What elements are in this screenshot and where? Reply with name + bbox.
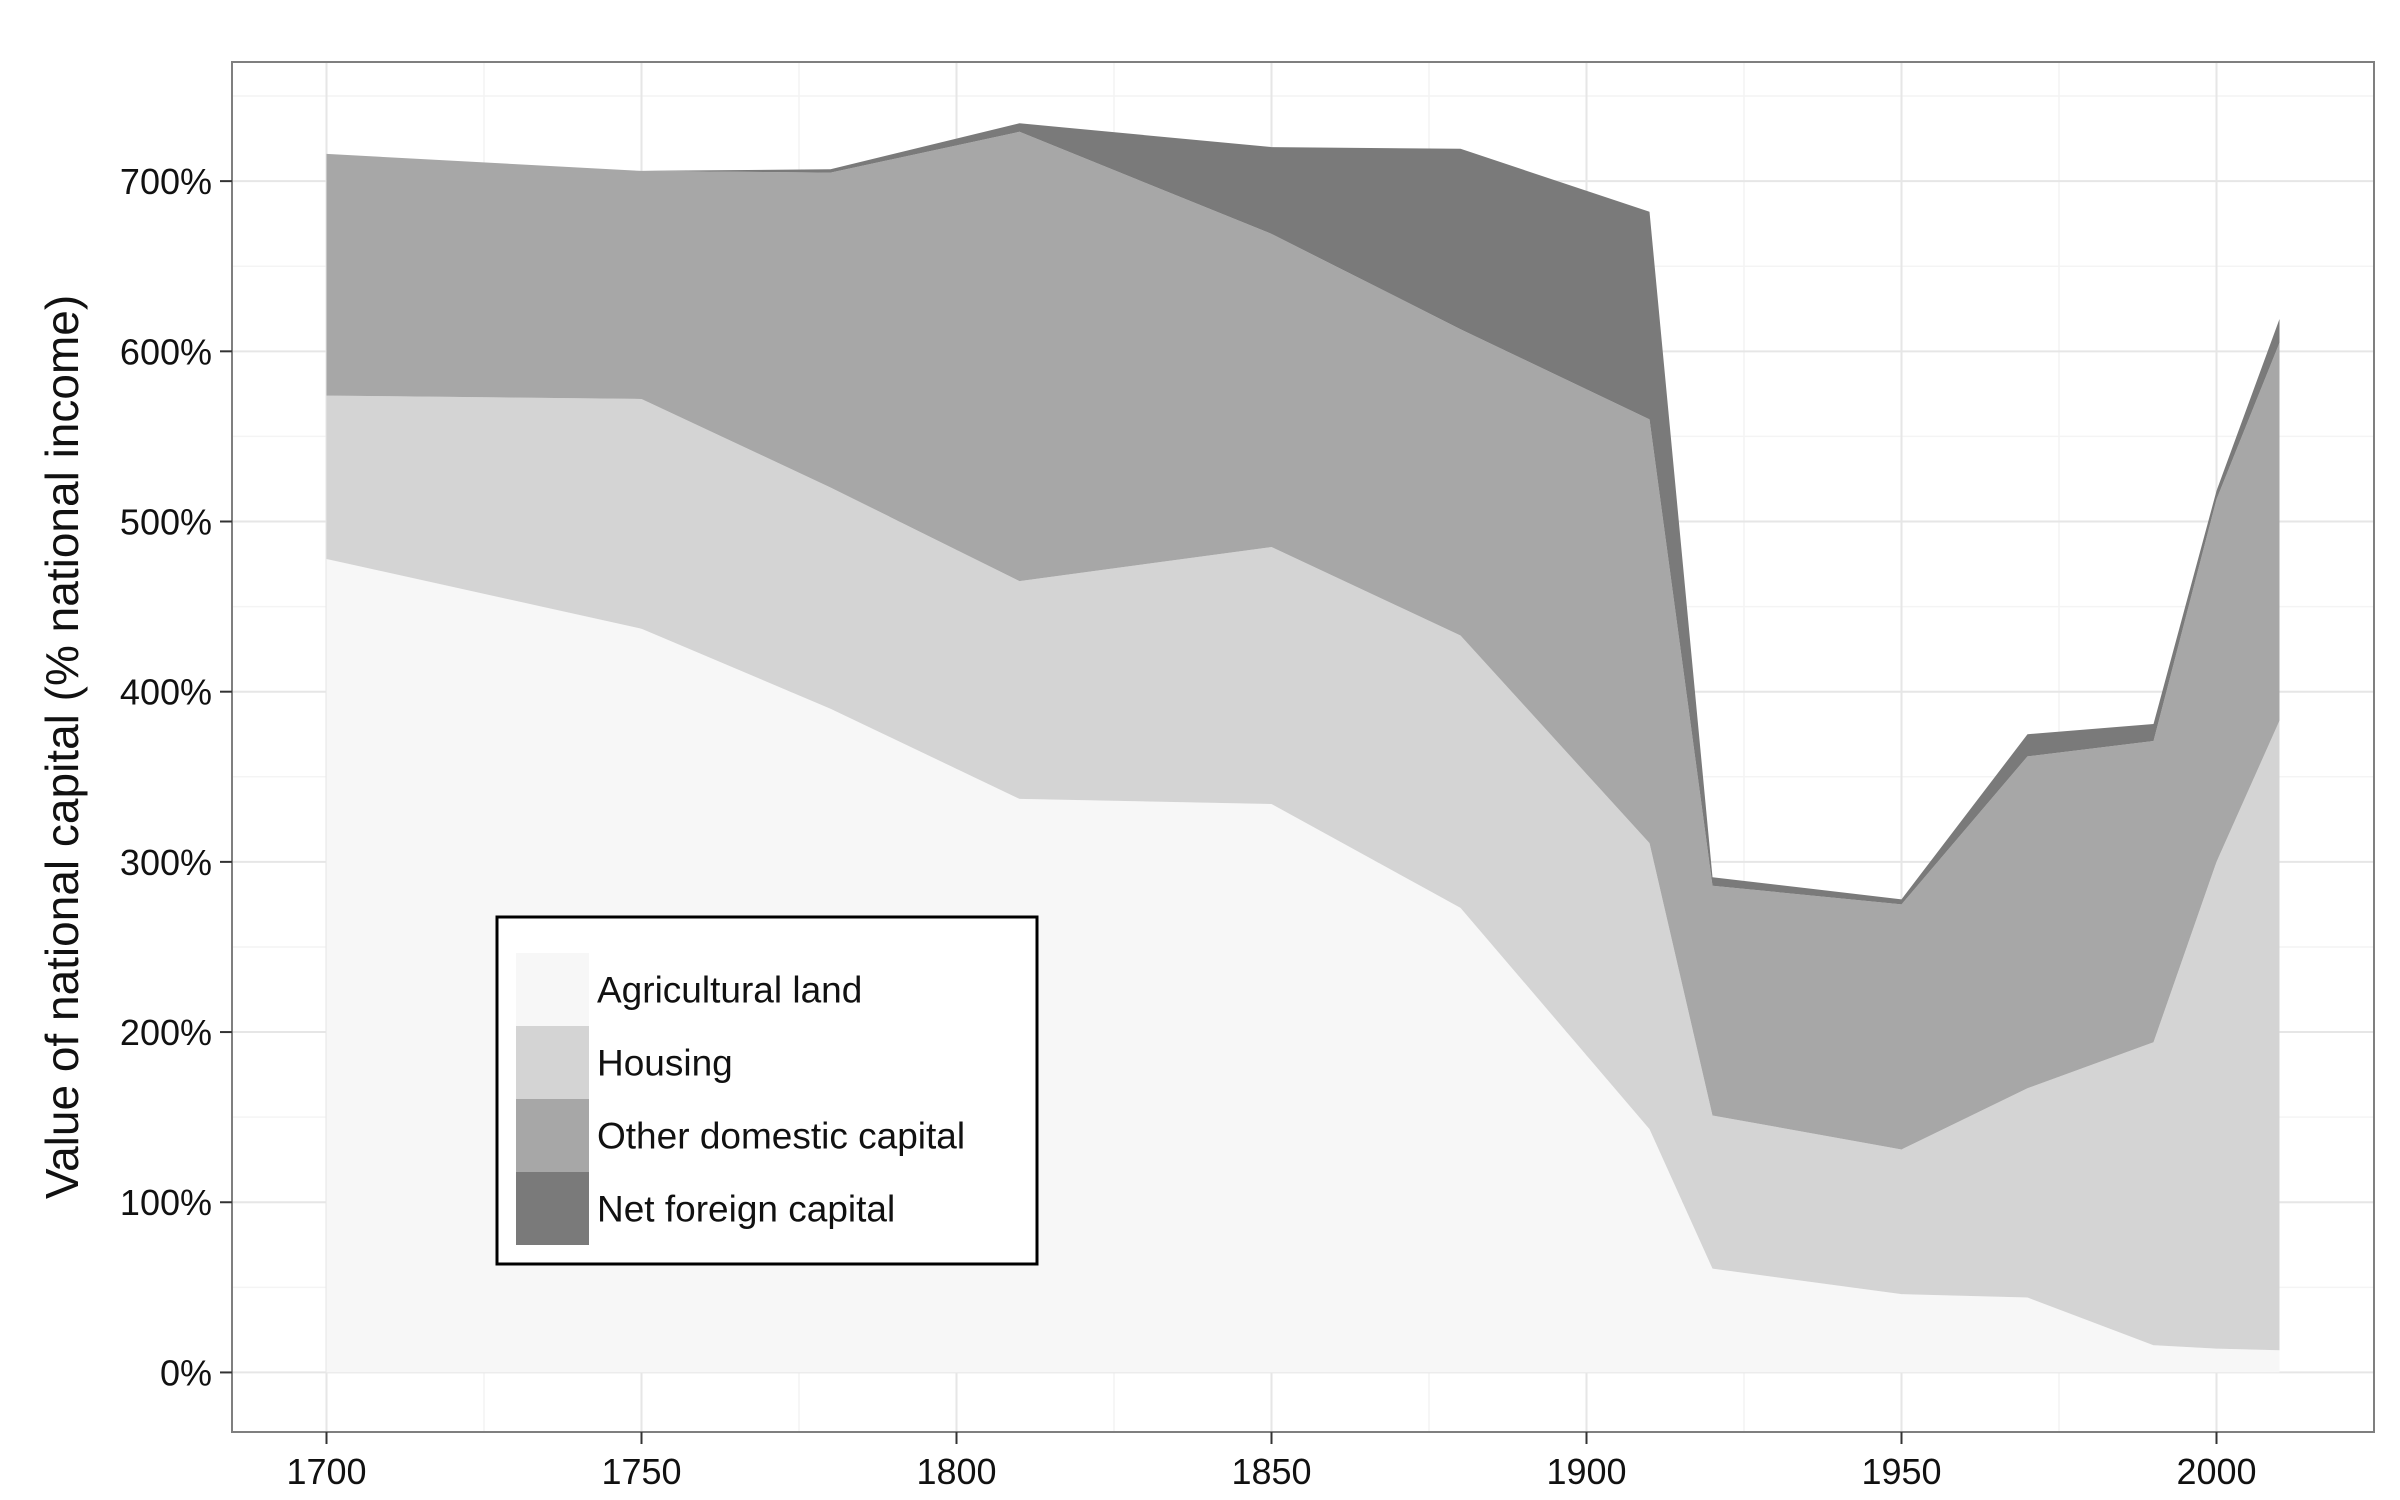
y-tick-label: 0% xyxy=(160,1352,212,1393)
x-tick-label: 1900 xyxy=(1546,1451,1626,1492)
y-tick-label: 600% xyxy=(120,331,212,372)
x-tick-label: 1950 xyxy=(1861,1451,1941,1492)
axis-ticks xyxy=(220,180,2218,1444)
legend-key-other-domestic-capital xyxy=(516,1099,589,1172)
legend-key-net-foreign-capital xyxy=(516,1172,589,1245)
x-tick-label: 2000 xyxy=(2176,1451,2256,1492)
legend-label-net-foreign-capital: Net foreign capital xyxy=(597,1189,895,1230)
x-tick-label: 1750 xyxy=(601,1451,681,1492)
y-tick-label: 400% xyxy=(120,672,212,713)
y-axis-tick-labels: 0% 100% 200% 300% 400% 500% 600% 700% xyxy=(120,161,212,1393)
x-tick-label: 1850 xyxy=(1231,1451,1311,1492)
legend-items: Agricultural land Housing Other domestic c… xyxy=(516,953,965,1245)
legend-key-housing xyxy=(516,1026,589,1099)
legend-label-agricultural-land: Agricultural land xyxy=(597,970,862,1011)
legend-label-other-domestic-capital: Other domestic capital xyxy=(597,1116,965,1157)
y-tick-label: 700% xyxy=(120,161,212,202)
y-tick-label: 100% xyxy=(120,1182,212,1223)
legend: Agricultural land Housing Other domestic c… xyxy=(495,915,1039,1266)
y-tick-label: 300% xyxy=(120,842,212,883)
legend-key-agricultural-land xyxy=(516,953,589,1026)
area-housing xyxy=(326,395,2280,1351)
x-tick-label: 1700 xyxy=(286,1451,366,1492)
x-axis-tick-labels: 1700 1750 1800 1850 1900 1950 2000 xyxy=(286,1451,2256,1492)
panel-border xyxy=(231,61,2375,1433)
x-tick-label: 1800 xyxy=(916,1451,996,1492)
legend-label-housing: Housing xyxy=(597,1043,733,1084)
y-axis-title: Value of national capital (% national in… xyxy=(36,295,88,1199)
y-tick-label: 500% xyxy=(120,502,212,543)
area-other-domestic-capital xyxy=(326,131,2280,1150)
y-tick-label: 200% xyxy=(120,1012,212,1053)
